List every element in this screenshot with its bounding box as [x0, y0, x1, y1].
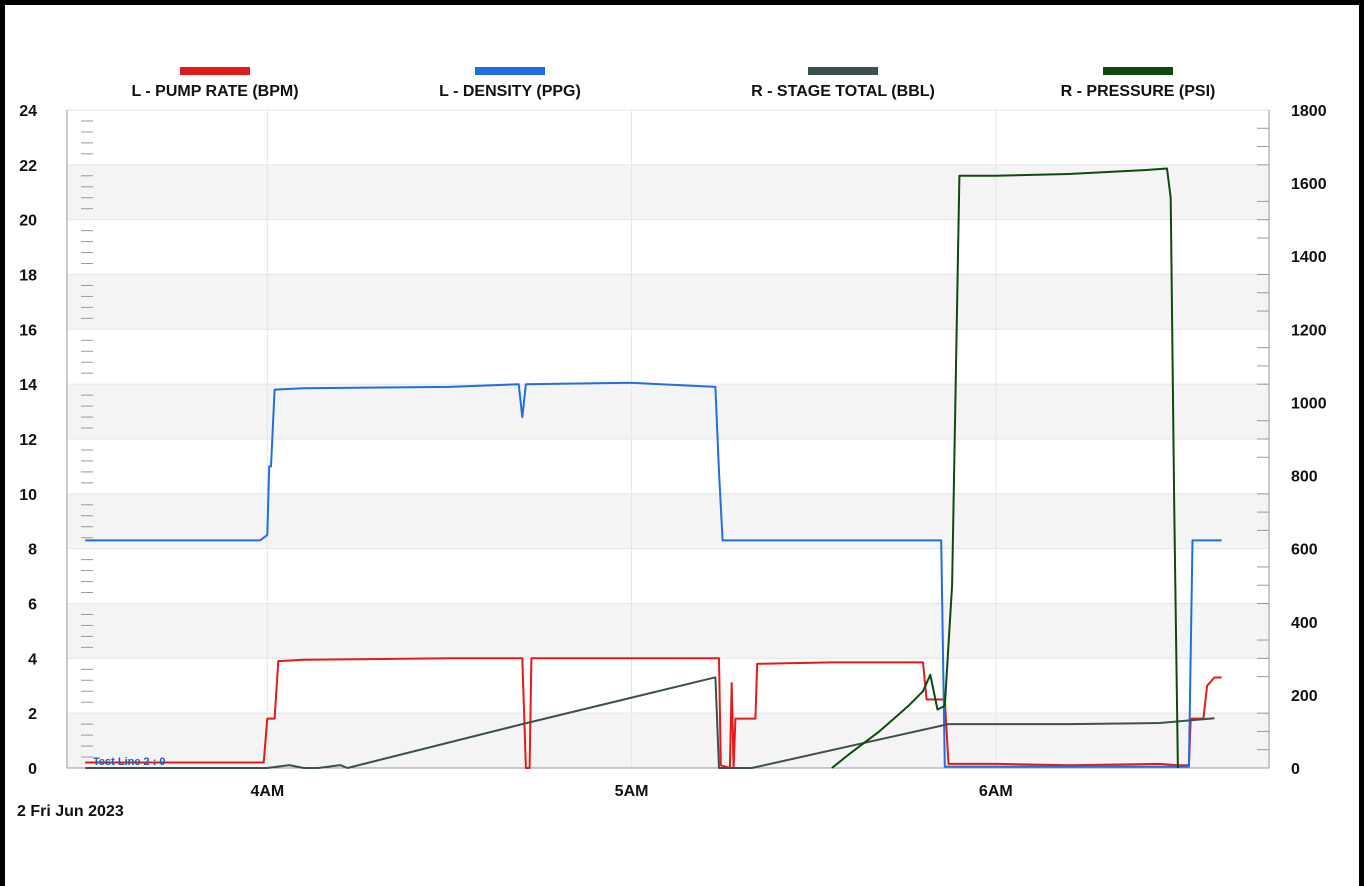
left-tick-label: 18	[19, 268, 37, 285]
series-line-1	[85, 657, 1222, 769]
x-tick-label: 6AM	[979, 783, 1013, 800]
legend-swatch-1	[180, 67, 250, 75]
legend-label-3: R - STAGE TOTAL (BBL)	[751, 83, 935, 100]
right-tick-label: 1000	[1291, 395, 1327, 412]
right-tick-label: 1600	[1291, 176, 1327, 193]
legend-swatch-4	[1103, 67, 1173, 75]
legend-swatch-3	[808, 67, 878, 75]
left-tick-label: 14	[19, 377, 37, 394]
left-tick-label: 10	[19, 487, 37, 504]
right-tick-label: 1400	[1291, 249, 1327, 266]
left-tick-label: 2	[28, 706, 37, 723]
right-tick-label: 800	[1291, 469, 1318, 486]
right-tick-label: 1800	[1291, 103, 1327, 120]
right-tick-label: 200	[1291, 688, 1318, 705]
left-tick-label: 20	[19, 213, 37, 230]
right-tick-label: 600	[1291, 542, 1318, 559]
left-tick-label: 0	[28, 761, 37, 778]
right-tick-label: 400	[1291, 615, 1318, 632]
left-tick-label: 8	[28, 542, 37, 559]
chart-canvas: 0246810121416182022240200400600800100012…	[17, 67, 1327, 820]
date-label: 2 Fri Jun 2023	[17, 803, 124, 820]
series-line-3	[85, 676, 1215, 769]
right-tick-label: 0	[1291, 761, 1300, 778]
grid-band	[67, 274, 1269, 330]
left-tick-label: 12	[19, 432, 37, 449]
grid-band	[67, 713, 1269, 768]
x-tick-label: 4AM	[250, 783, 284, 800]
right-tick-label: 1200	[1291, 322, 1327, 339]
legend-label-2: L - DENSITY (PPG)	[439, 83, 581, 100]
test-line-annotation: Test Line 2 : 0	[93, 756, 166, 768]
left-tick-label: 6	[28, 597, 37, 614]
series-line-4	[831, 167, 1179, 769]
grid-band	[67, 384, 1269, 439]
grid-band	[67, 603, 1269, 659]
left-tick-label: 22	[19, 158, 37, 175]
left-tick-label: 24	[19, 103, 37, 120]
series-line-2	[85, 381, 1222, 768]
legend-label-4: R - PRESSURE (PSI)	[1061, 83, 1216, 100]
legend-swatch-2	[475, 67, 545, 75]
x-tick-label: 5AM	[615, 783, 649, 800]
chart-frame: 0 2 4 6 8 10 12 14 16 18 20 22 24 0 200 400 600 800 1000 12…	[5, 5, 1359, 886]
left-tick-label: 16	[19, 322, 37, 339]
legend-label-1: L - PUMP RATE (BPM)	[131, 83, 298, 100]
left-tick-label: 4	[28, 651, 37, 668]
